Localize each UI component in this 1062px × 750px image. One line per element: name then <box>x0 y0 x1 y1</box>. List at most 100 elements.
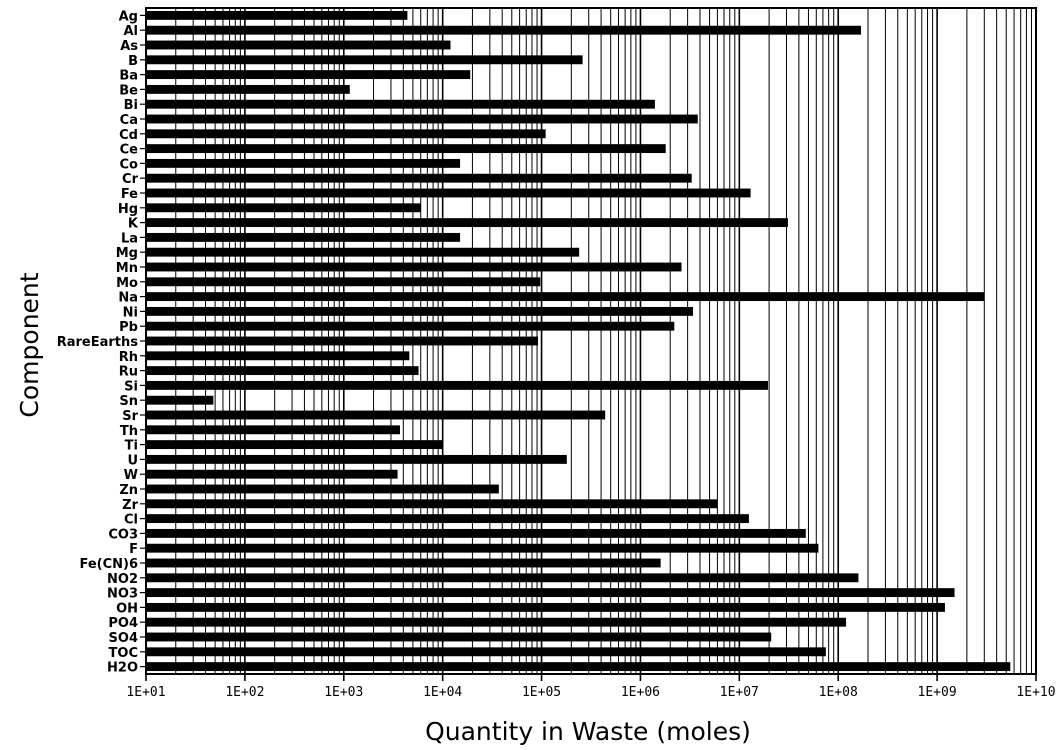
bar-hg <box>146 203 421 213</box>
bar-bi <box>146 99 655 109</box>
category-label: Sr <box>122 409 138 424</box>
bar-ni <box>146 306 694 316</box>
bar-so4 <box>146 632 772 642</box>
bar-rh <box>146 351 410 361</box>
bar-cl <box>146 514 749 524</box>
x-tick-label: 1E+07 <box>720 685 759 700</box>
bar-mg <box>146 247 580 257</box>
category-label: La <box>121 231 138 246</box>
bar-k <box>146 218 788 228</box>
bar-oh <box>146 602 945 612</box>
y-axis-title: Component <box>15 272 44 417</box>
category-label: Na <box>118 291 138 306</box>
bar-b <box>146 55 583 65</box>
bar-cd <box>146 129 546 139</box>
category-label: Cl <box>124 513 138 528</box>
bar-zr <box>146 499 718 509</box>
category-label: H2O <box>107 661 138 676</box>
bar-no3 <box>146 588 955 598</box>
bar-mo <box>146 277 541 287</box>
bar-ru <box>146 366 419 376</box>
bar-fe-cn-6 <box>146 558 661 568</box>
bar-no2 <box>146 573 859 583</box>
x-tick-label: 1E+09 <box>918 685 957 700</box>
bar-w <box>146 469 398 479</box>
category-label: B <box>128 54 138 69</box>
bar-sr <box>146 410 606 420</box>
bar-al <box>146 25 862 35</box>
category-label: Rh <box>119 350 138 365</box>
category-label: W <box>124 468 138 483</box>
category-label: Ni <box>123 305 138 320</box>
category-label: Cd <box>119 128 138 143</box>
category-label: Zr <box>122 498 138 513</box>
bar-ba <box>146 70 471 80</box>
category-label: Ca <box>120 113 138 128</box>
category-label: PO4 <box>108 616 138 631</box>
category-label: Ce <box>120 143 139 158</box>
bar-toc <box>146 647 826 657</box>
category-label: Th <box>120 424 138 439</box>
bar-sn <box>146 395 214 405</box>
bar-co <box>146 158 461 168</box>
category-label: Fe(CN)6 <box>79 557 138 572</box>
bar-ti <box>146 440 443 450</box>
bar-la <box>146 232 461 242</box>
bar-mn <box>146 262 682 272</box>
bar-cr <box>146 173 692 183</box>
x-tick-label: 1E+06 <box>621 685 660 700</box>
x-tick-label: 1E+02 <box>225 685 264 700</box>
bar-h2o <box>146 662 1011 672</box>
bars <box>146 10 1011 672</box>
category-label: Mo <box>116 276 138 291</box>
category-label: Ba <box>119 69 138 84</box>
x-tick-labels: 1E+01 1E+02 1E+03 1E+04 1E+05 1E+06 1E+07 1E+08… <box>126 674 1056 700</box>
category-label: Fe <box>121 187 138 202</box>
category-label: Mg <box>116 246 138 261</box>
category-label: K <box>128 217 139 232</box>
bar-rareearths <box>146 336 538 346</box>
x-tick-label: 1E+05 <box>522 685 561 700</box>
category-label: Cr <box>122 172 139 187</box>
x-axis-title: Quantity in Waste (moles) <box>425 717 751 746</box>
category-label: Si <box>124 379 138 394</box>
bar-ca <box>146 114 698 124</box>
category-label: CO3 <box>108 527 138 542</box>
category-label: Ti <box>125 439 138 454</box>
category-label: As <box>120 39 138 54</box>
bar-as <box>146 40 451 50</box>
category-label: SO4 <box>109 631 138 646</box>
category-label: TOC <box>109 646 138 661</box>
bar-pb <box>146 321 675 331</box>
category-label: Al <box>123 24 138 39</box>
bar-u <box>146 454 567 464</box>
bar-fe <box>146 188 751 198</box>
bar-si <box>146 380 769 390</box>
category-label: Co <box>120 157 139 172</box>
bar-th <box>146 425 400 435</box>
category-label: Zn <box>119 483 138 498</box>
category-label: OH <box>116 601 138 616</box>
category-label: Mn <box>116 261 138 276</box>
bar-zn <box>146 484 499 494</box>
category-label: F <box>129 542 138 557</box>
bar-ag <box>146 10 408 20</box>
bar-f <box>146 543 819 553</box>
x-tick-label: 1E+01 <box>126 685 165 700</box>
category-labels: AgAlAsBBaBeBiCaCdCeCoCrFeHgKLaMgMnMoNaNi… <box>57 9 146 676</box>
category-label: Pb <box>119 320 138 335</box>
category-label: Bi <box>124 98 138 113</box>
bar-be <box>146 84 350 94</box>
category-label: U <box>127 453 138 468</box>
category-label: NO3 <box>107 587 138 602</box>
category-label: Ag <box>119 9 138 24</box>
category-label: Sn <box>119 394 138 409</box>
category-label: Hg <box>118 202 138 217</box>
category-label: Be <box>119 83 138 98</box>
x-tick-label: 1E+03 <box>324 685 363 700</box>
bar-po4 <box>146 617 847 627</box>
x-tick-label: 1E+04 <box>423 685 462 700</box>
x-tick-label: 1E+10 <box>1016 685 1055 700</box>
bar-ce <box>146 144 666 154</box>
